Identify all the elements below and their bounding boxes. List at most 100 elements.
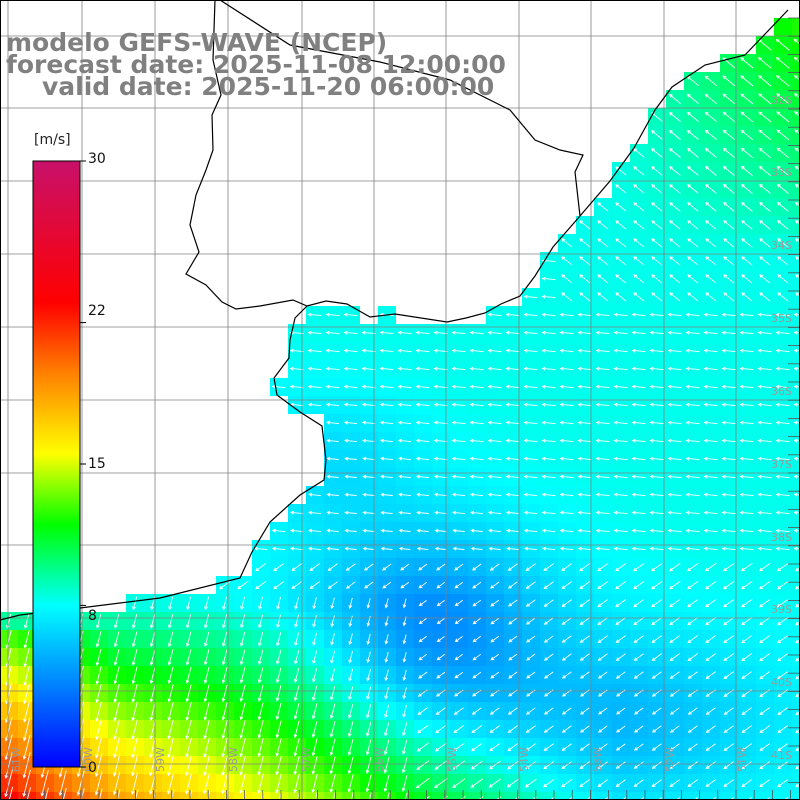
wind-arrow	[311, 756, 318, 775]
wind-arrow	[307, 366, 322, 371]
wind-arrow	[203, 702, 210, 721]
longitude-label: 59W	[154, 747, 167, 772]
wind-arrow	[344, 546, 357, 551]
wind-arrow	[80, 788, 85, 800]
wind-arrow	[472, 617, 481, 625]
wind-arrow	[775, 438, 790, 443]
wind-arrow	[221, 737, 228, 758]
wind-arrow	[722, 147, 735, 158]
wind-arrow	[794, 147, 800, 153]
wind-arrow	[777, 761, 789, 770]
wind-arrow	[361, 330, 376, 335]
wind-arrow	[675, 797, 681, 800]
wind-arrow	[487, 510, 502, 515]
wind-arrow	[240, 596, 246, 611]
wind-arrow	[775, 456, 790, 461]
wind-arrow	[723, 707, 734, 715]
wind-arrow	[559, 348, 574, 353]
wind-arrow	[597, 238, 609, 248]
wind-arrow	[471, 725, 483, 734]
wind-arrow	[669, 580, 681, 590]
wind-arrow	[397, 330, 412, 335]
wind-arrow	[487, 330, 502, 335]
wind-arrow	[523, 384, 538, 389]
wind-arrow	[687, 238, 699, 248]
wind-arrow	[721, 474, 736, 479]
wind-arrow	[685, 528, 700, 533]
wind-cell	[684, 792, 702, 800]
wind-arrow	[703, 492, 718, 497]
wind-arrow	[651, 580, 663, 590]
wind-arrow	[348, 668, 354, 682]
wind-arrow	[418, 563, 428, 571]
wind-arrow	[603, 797, 609, 800]
wind-arrow	[418, 635, 427, 643]
wind-arrow	[723, 238, 735, 248]
wind-arrow	[595, 510, 610, 515]
wind-arrow	[739, 528, 754, 533]
wind-arrow	[332, 791, 336, 800]
wind-arrow	[667, 474, 682, 479]
longitude-label: 60W	[82, 747, 95, 772]
wind-arrow	[397, 366, 412, 371]
wind-arrow	[667, 456, 682, 461]
wind-arrow	[795, 747, 800, 752]
wind-arrow	[669, 761, 680, 769]
wind-arrow	[757, 39, 772, 51]
wind-arrow	[326, 528, 339, 533]
wind-arrow	[541, 312, 556, 317]
wind-arrow	[775, 366, 790, 371]
wind-arrow	[721, 384, 736, 389]
wind-arrow	[559, 474, 574, 479]
wind-arrow	[384, 651, 389, 663]
wind-arrow	[669, 274, 681, 284]
wind-arrow	[777, 707, 789, 716]
latitude-label: 33S	[771, 166, 792, 179]
wind-arrow	[523, 492, 538, 497]
wind-cell	[792, 720, 800, 738]
wind-cell	[792, 288, 800, 306]
wind-arrow	[364, 581, 374, 589]
wind-cell	[414, 792, 432, 800]
wind-arrow	[723, 616, 735, 626]
wind-arrow	[471, 742, 483, 752]
wind-arrow	[258, 614, 264, 629]
wind-arrow	[633, 761, 644, 769]
wind-arrow	[23, 682, 31, 705]
wind-arrow	[384, 669, 389, 682]
wind-arrow	[777, 634, 789, 644]
longitude-label: 57W	[300, 747, 313, 772]
wind-arrow	[633, 779, 644, 787]
wind-arrow	[309, 581, 320, 589]
wind-arrow	[597, 617, 609, 626]
wind-arrow	[793, 75, 800, 81]
wind-arrow	[685, 312, 700, 317]
wind-arrow	[347, 756, 354, 775]
wind-arrow	[667, 528, 682, 533]
wind-arrow	[433, 348, 448, 353]
wind-arrow	[595, 546, 610, 551]
wind-arrow	[343, 384, 358, 389]
wind-arrow	[343, 366, 358, 371]
wind-arrow	[794, 129, 800, 135]
wind-arrow	[765, 796, 771, 800]
wind-arrow	[508, 671, 518, 679]
wind-arrow	[330, 686, 336, 701]
wind-arrow	[239, 737, 246, 758]
wind-arrow	[651, 274, 663, 284]
wind-arrow	[543, 778, 555, 788]
wind-arrow	[380, 528, 393, 533]
wind-arrow	[795, 274, 800, 279]
wind-arrow	[452, 528, 465, 533]
wind-arrow	[470, 546, 483, 551]
wind-arrow	[721, 402, 736, 407]
wind-arrow	[741, 725, 752, 733]
wind-arrow	[489, 707, 500, 715]
wind-cell	[36, 792, 54, 800]
wind-arrow	[489, 725, 500, 733]
wind-arrow	[759, 256, 771, 266]
wind-arrow	[597, 274, 609, 284]
wind-arrow	[669, 220, 681, 230]
wind-arrow	[559, 312, 574, 317]
